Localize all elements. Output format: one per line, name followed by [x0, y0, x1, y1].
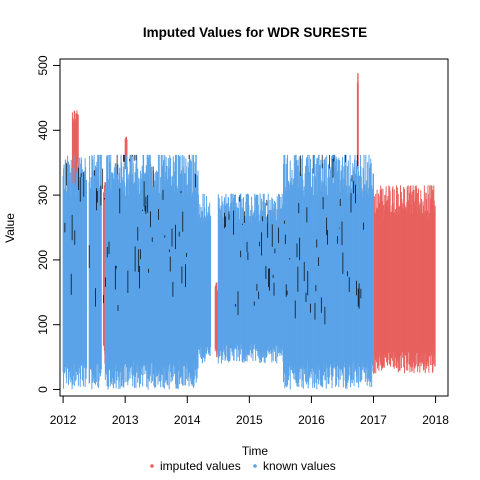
- series-1: [62, 154, 374, 390]
- x-tick-label-6: 2018: [422, 413, 449, 427]
- y-tick-label-5: 500: [36, 55, 50, 75]
- legend-marker-0: [150, 464, 154, 468]
- legend-marker-1: [253, 464, 257, 468]
- y-tick-label-3: 300: [36, 185, 50, 205]
- series-1-segment-0: [62, 155, 87, 390]
- series-1-segment-4: [217, 193, 286, 364]
- series-1-segment-1: [88, 154, 102, 390]
- chart-title: Imputed Values for WDR SURESTE: [143, 25, 367, 40]
- legend: imputed values known values: [150, 459, 336, 473]
- series-0-segment-4: [356, 73, 359, 170]
- series-0-segment-5: [373, 185, 436, 374]
- x-tick-label-4: 2016: [298, 413, 325, 427]
- y-tick-label-1: 100: [36, 314, 50, 334]
- x-tick-label-5: 2017: [360, 413, 387, 427]
- y-tick-label-0: 0: [36, 386, 50, 393]
- plot-area: [62, 73, 436, 390]
- y-tick-label-4: 400: [36, 120, 50, 140]
- legend-label-0: imputed values: [160, 459, 241, 473]
- y-axis-label: Value: [3, 213, 17, 243]
- legend-label-1: known values: [263, 459, 336, 473]
- series-2-segment-2: [284, 154, 364, 325]
- y-axis: 0 100 200 300 400 500: [36, 55, 61, 393]
- x-axis-label: Time: [242, 444, 269, 458]
- series-2-segment-0: [64, 154, 196, 312]
- x-axis: 2012 2013 2014 2015 2016 2017 2018: [50, 395, 449, 427]
- x-tick-label-1: 2013: [112, 413, 139, 427]
- series-2-segment-1: [224, 195, 279, 316]
- x-tick-label-2: 2014: [174, 413, 201, 427]
- series-0-segment-3: [214, 282, 219, 358]
- x-tick-label-0: 2012: [50, 413, 77, 427]
- y-tick-label-2: 200: [36, 250, 50, 270]
- series-1-segment-3: [197, 193, 212, 364]
- x-tick-label-3: 2015: [236, 413, 263, 427]
- series-1-segment-5: [282, 154, 374, 390]
- series-2: [64, 154, 364, 325]
- series-0: [71, 73, 436, 374]
- series-1-segment-2: [104, 154, 199, 390]
